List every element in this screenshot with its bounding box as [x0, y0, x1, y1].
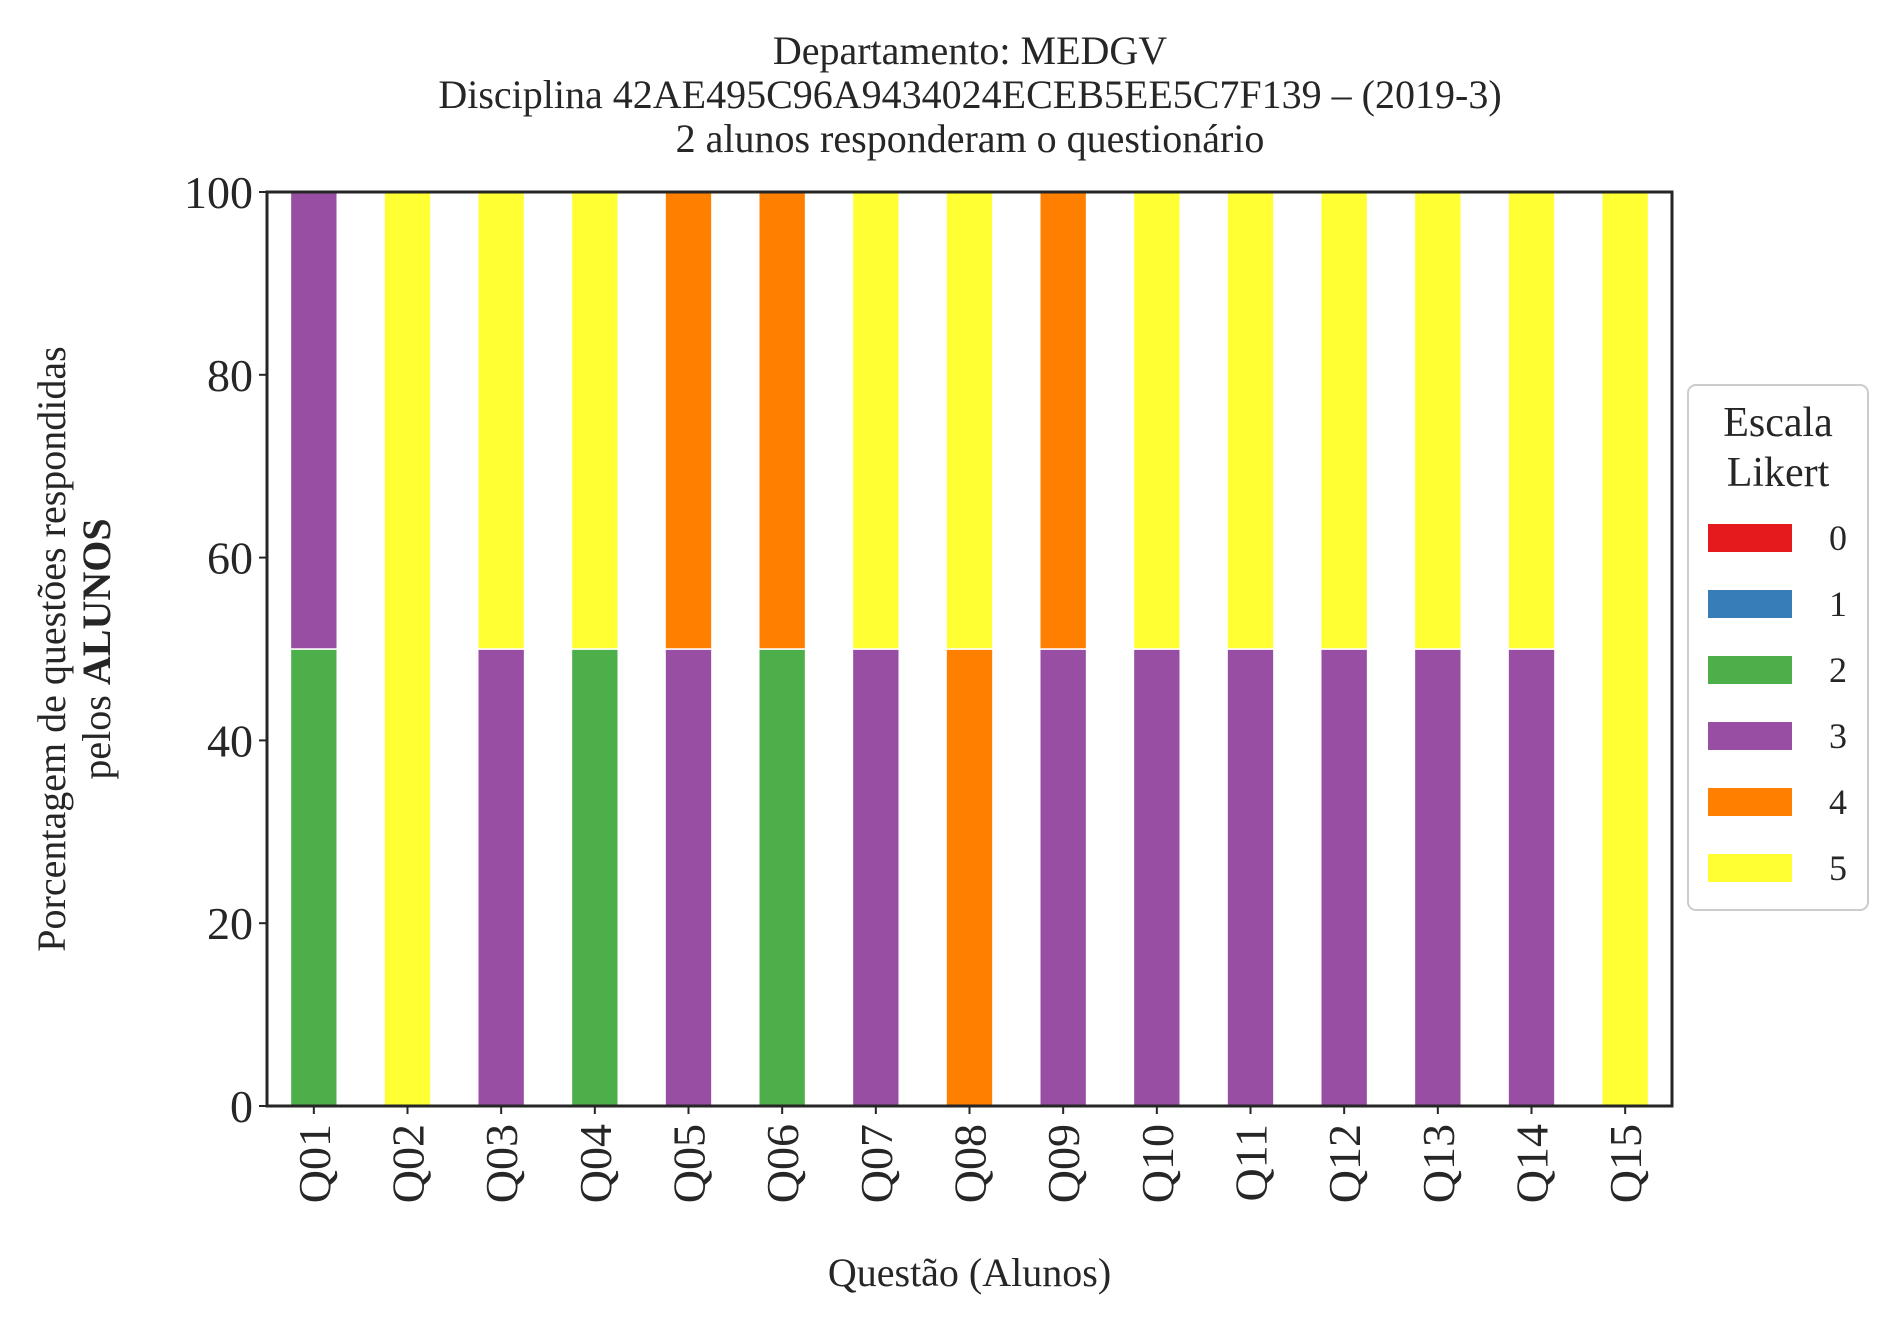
- bar-q06-escala-4: [758, 191, 807, 650]
- chart-title-line-2: Disciplina 42AE495C96A9434024ECEB5EE5C7F…: [438, 72, 1501, 117]
- legend-label-2: 2: [1829, 650, 1847, 690]
- bar-q03-escala-3: [477, 648, 526, 1107]
- bar-q10-escala-5: [1132, 191, 1181, 650]
- bar-q02-escala-5: [383, 191, 432, 1107]
- bar-q01-escala-2: [289, 648, 338, 1107]
- chart-title-line-3: 2 alunos responderam o questionário: [676, 116, 1265, 161]
- bar-q04-escala-5: [570, 191, 620, 650]
- bar-q13-escala-3: [1413, 648, 1462, 1107]
- legend-label-3: 3: [1829, 716, 1847, 756]
- bar-q12-escala-5: [1320, 191, 1369, 650]
- legend-label-1: 1: [1829, 584, 1847, 624]
- bar-q15-escala-5: [1601, 191, 1650, 1107]
- bar-q13-escala-5: [1413, 191, 1462, 650]
- y-tick-label: 20: [207, 898, 253, 949]
- x-tick-label: Q05: [664, 1124, 715, 1203]
- legend-box: [1687, 384, 1869, 911]
- y-tick-label: 80: [207, 350, 253, 401]
- y-axis-label: Porcentagem de questões respondidas pelos…: [29, 346, 119, 951]
- legend-swatch-2: [1708, 656, 1792, 684]
- bar-q12-escala-3: [1320, 648, 1369, 1107]
- x-tick-label: Q09: [1038, 1124, 1089, 1203]
- y-tick-label: 100: [184, 167, 253, 218]
- legend-label-5: 5: [1829, 848, 1847, 888]
- bar-q10-escala-3: [1132, 648, 1181, 1107]
- legend-label-0: 0: [1829, 518, 1847, 558]
- bar-q08-escala-5: [945, 191, 994, 650]
- bar-q09-escala-3: [1039, 648, 1088, 1107]
- chart-title-line-1: Departamento: MEDGV: [773, 28, 1167, 73]
- x-tick-label: Q11: [1226, 1124, 1277, 1202]
- y-axis-label-line-1: Porcentagem de questões respondidas: [29, 346, 74, 951]
- x-tick-label: Q07: [851, 1124, 902, 1203]
- x-tick-label: Q12: [1319, 1124, 1370, 1203]
- x-tick-label: Q13: [1413, 1124, 1464, 1203]
- x-tick-label: Q15: [1600, 1124, 1651, 1203]
- bar-q11-escala-5: [1226, 191, 1275, 650]
- bar-q14-escala-3: [1507, 648, 1556, 1107]
- y-tick-label: 0: [230, 1081, 253, 1132]
- x-axis-label: Questão (Alunos): [828, 1250, 1111, 1295]
- bar-q03-escala-5: [477, 191, 526, 650]
- y-tick-label: 40: [207, 715, 253, 766]
- x-tick-label: Q08: [945, 1124, 996, 1203]
- legend-swatch-5: [1708, 854, 1792, 882]
- bar-q14-escala-5: [1507, 191, 1556, 650]
- y-axis-ticks: 0 20 40 60 80 100: [184, 167, 267, 1132]
- y-axis-label-prefix: pelos: [74, 685, 119, 779]
- y-tick-label: 60: [207, 533, 253, 584]
- y-axis-label-line-2: pelos ALUNOS: [74, 518, 119, 779]
- x-tick-label: Q06: [757, 1124, 808, 1203]
- legend-title-line-1: Escala: [1723, 400, 1833, 446]
- x-tick-label: Q01: [289, 1124, 340, 1203]
- x-tick-label: Q14: [1507, 1124, 1558, 1203]
- x-tick-label: Q03: [476, 1124, 527, 1203]
- x-tick-label: Q10: [1132, 1124, 1183, 1203]
- bar-q08-escala-4: [945, 648, 994, 1107]
- x-tick-label: Q04: [570, 1124, 621, 1203]
- bar-q04-escala-2: [570, 648, 620, 1107]
- legend-swatch-3: [1708, 722, 1792, 750]
- bar-q01-escala-3: [289, 191, 338, 650]
- legend-title-line-2: Likert: [1727, 450, 1830, 496]
- legend-swatch-0: [1708, 524, 1792, 552]
- legend-swatch-4: [1708, 788, 1792, 816]
- y-axis-label-bold: ALUNOS: [74, 518, 119, 685]
- legend-label-4: 4: [1829, 782, 1847, 822]
- bar-q07-escala-5: [851, 191, 901, 650]
- x-tick-label: Q02: [383, 1124, 434, 1203]
- plot-frame: [265, 190, 1674, 1108]
- legend-swatch-1: [1708, 590, 1792, 618]
- bar-q05-escala-3: [664, 648, 713, 1107]
- bar-q11-escala-3: [1226, 648, 1275, 1107]
- bars: [289, 191, 1650, 1107]
- bar-q06-escala-2: [758, 648, 807, 1107]
- bar-q05-escala-4: [664, 191, 713, 650]
- bar-q07-escala-3: [851, 648, 901, 1107]
- bar-q09-escala-4: [1039, 191, 1088, 650]
- x-axis-ticks: Q01 Q02 Q03 Q04 Q05 Q06 Q07 Q08 Q09 Q10 Q11 Q12 Q13 Q…: [289, 1106, 1651, 1203]
